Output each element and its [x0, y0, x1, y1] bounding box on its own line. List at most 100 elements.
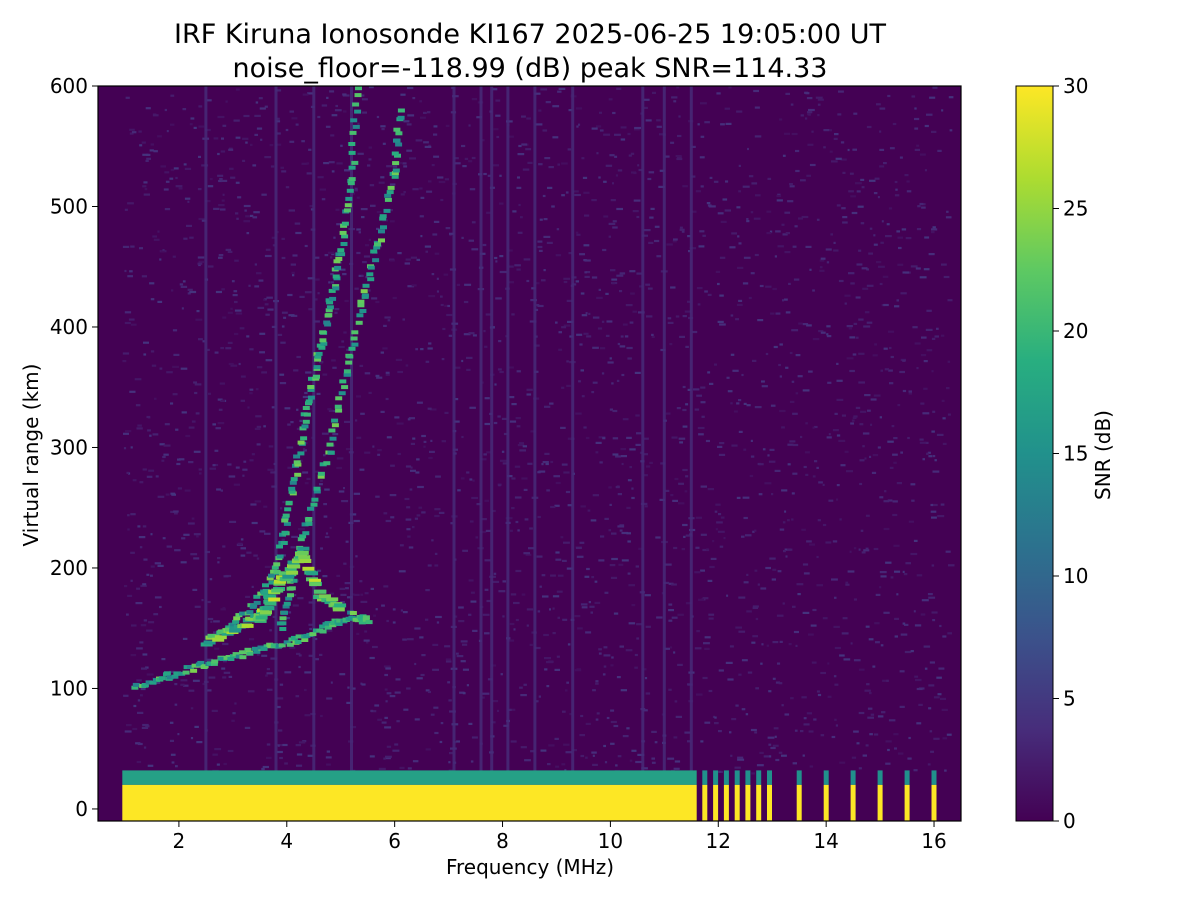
noise-cell	[317, 292, 320, 295]
colorbar-tick-label: 25	[1063, 197, 1088, 221]
chart-subtitle: noise_floor=-118.99 (dB) peak SNR=114.33	[233, 53, 828, 84]
noise-cell	[872, 354, 878, 357]
noise-cell	[408, 417, 415, 420]
noise-cell	[619, 529, 623, 532]
trace-cell	[317, 474, 325, 479]
noise-cell	[677, 613, 684, 616]
noise-cell	[511, 507, 515, 510]
noise-cell	[862, 754, 867, 757]
noise-cell	[387, 319, 391, 322]
noise-cell	[511, 477, 516, 480]
noise-cell	[519, 449, 526, 452]
noise-cell	[805, 245, 812, 248]
noise-cell	[511, 403, 517, 406]
noise-cell	[574, 615, 581, 618]
trace-cell	[166, 675, 174, 680]
trace-cell	[158, 676, 166, 681]
noise-cell	[791, 329, 799, 332]
noise-cell	[394, 416, 400, 419]
noise-cell	[131, 624, 137, 627]
noise-cell	[583, 191, 590, 194]
noise-cell	[879, 282, 883, 286]
noise-cell	[848, 272, 855, 275]
noise-cell	[304, 671, 312, 674]
noise-cell	[782, 154, 786, 157]
noise-cell	[773, 727, 779, 730]
noise-cell	[546, 489, 550, 492]
trace-cell	[339, 379, 347, 384]
noise-cell	[230, 307, 233, 310]
noise-cell	[651, 333, 654, 336]
noise-cell	[936, 327, 939, 330]
noise-cell	[932, 410, 936, 413]
noise-cell	[146, 475, 153, 478]
noise-cell	[542, 461, 549, 464]
noise-cell	[898, 246, 902, 250]
noise-cell	[182, 280, 186, 283]
noise-cell	[771, 493, 774, 496]
noise-cell	[755, 687, 759, 690]
noise-cell	[463, 333, 471, 336]
noise-cell	[160, 165, 166, 168]
noise-cell	[906, 190, 912, 193]
noise-cell	[549, 402, 554, 405]
noise-cell	[631, 487, 634, 490]
noise-cell	[327, 251, 335, 254]
noise-cell	[514, 496, 522, 499]
trace-cell	[178, 671, 186, 676]
noise-cell	[143, 353, 147, 356]
noise-cell	[712, 540, 715, 543]
noise-cell	[941, 263, 947, 266]
noise-cell	[430, 439, 433, 442]
noise-cell	[743, 448, 747, 451]
noise-cell	[596, 152, 599, 155]
noise-cell	[431, 539, 434, 542]
trace-cell	[332, 607, 345, 612]
noise-cell	[142, 653, 148, 656]
noise-cell	[541, 279, 546, 282]
noise-cell	[270, 165, 275, 168]
noise-cell	[937, 515, 945, 518]
noise-cell	[887, 94, 891, 98]
noise-cell	[916, 687, 923, 691]
trace-cell	[357, 616, 365, 621]
trace-cell	[149, 680, 157, 685]
noise-cell	[242, 468, 248, 471]
noise-cell	[695, 516, 702, 519]
noise-cell	[608, 529, 612, 532]
noise-cell	[766, 232, 772, 235]
noise-cell	[231, 719, 235, 722]
noise-cell	[355, 419, 358, 422]
noise-cell	[908, 736, 911, 740]
trace-cell	[262, 606, 275, 611]
interference-streak	[506, 86, 510, 773]
noise-cell	[458, 606, 464, 609]
trace-cell	[309, 578, 322, 583]
noise-cell	[811, 130, 814, 133]
noise-cell	[436, 290, 439, 293]
x-axis-label: Frequency (MHz)	[446, 855, 614, 879]
noise-cell	[574, 193, 581, 197]
noise-cell	[841, 632, 849, 635]
noise-cell	[738, 673, 742, 676]
noise-cell	[556, 655, 560, 658]
noise-cell	[588, 601, 591, 604]
noise-cell	[670, 646, 673, 649]
noise-cell	[779, 640, 783, 643]
noise-cell	[833, 625, 840, 628]
noise-cell	[921, 336, 927, 339]
noise-cell	[648, 241, 654, 244]
trace-cell	[299, 559, 312, 563]
interference-streak	[350, 86, 353, 773]
noise-cell	[411, 284, 417, 287]
noise-cell	[800, 114, 804, 117]
noise-cell	[135, 602, 143, 605]
noise-cell	[626, 506, 631, 509]
noise-cell	[289, 140, 295, 143]
noise-cell	[596, 712, 600, 715]
noise-cell	[171, 761, 175, 764]
noise-cell	[643, 453, 648, 456]
interference-streak	[533, 86, 537, 773]
noise-cell	[154, 681, 161, 684]
noise-cell	[264, 156, 272, 159]
